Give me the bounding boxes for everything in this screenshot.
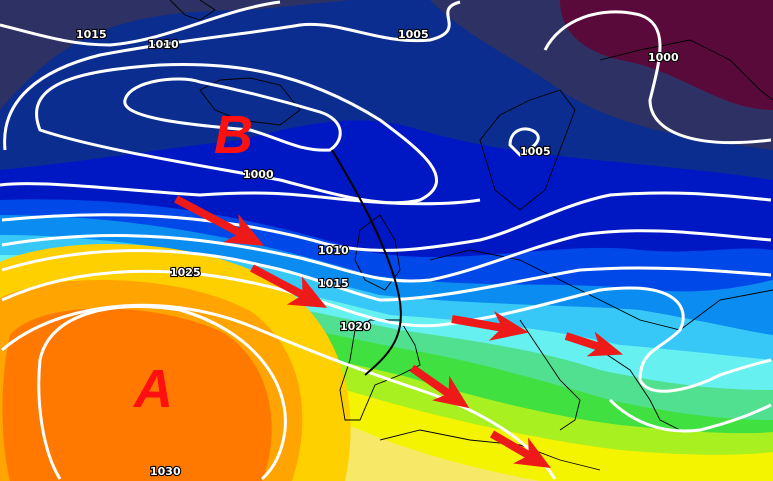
isobar-label: 1005 xyxy=(520,145,551,158)
isobar-label: 1015 xyxy=(76,28,107,41)
isobar-label: 1030 xyxy=(150,465,181,478)
wind-arrow xyxy=(564,331,624,357)
isobar-label: 1015 xyxy=(318,277,349,290)
trough-line xyxy=(331,149,402,376)
wind-arrow xyxy=(250,264,328,308)
isobar-label: 1000 xyxy=(648,51,679,64)
wind-arrow xyxy=(409,364,470,409)
isobar-label: 1020 xyxy=(340,320,371,333)
wind-arrow xyxy=(490,430,551,468)
isobar-labels: 1015 1010 1005 1000 1005 1000 1010 1015 … xyxy=(75,27,680,479)
isobar-label: 1010 xyxy=(318,244,349,257)
isobar-label: 1000 xyxy=(243,168,274,181)
wind-arrow xyxy=(174,195,265,246)
low-pressure-symbol: B xyxy=(214,105,253,165)
wind-arrow xyxy=(451,311,529,341)
coastlines xyxy=(169,0,773,471)
isobar-label: 1005 xyxy=(398,28,429,41)
isobar-label: 1025 xyxy=(170,266,201,279)
high-pressure-symbol: A xyxy=(132,359,173,419)
isobar-label: 1010 xyxy=(148,38,179,51)
wind-arrows xyxy=(174,195,624,468)
